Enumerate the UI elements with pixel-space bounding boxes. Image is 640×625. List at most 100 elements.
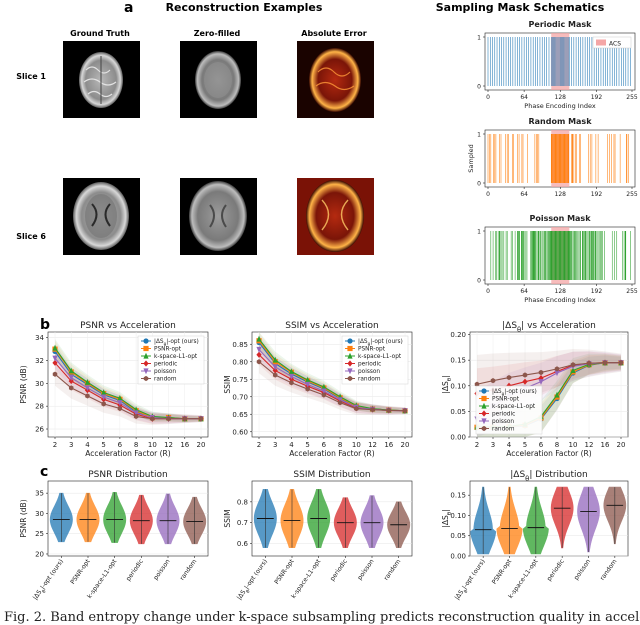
ytick-label: 25 (35, 530, 44, 538)
chart-title: PSNR vs Acceleration (80, 321, 176, 331)
ytick-label: 0.75 (232, 376, 248, 384)
xtick-label: 10 (569, 441, 578, 449)
ytick-label: 30 (35, 510, 44, 518)
legend-box (341, 335, 409, 385)
point-poisson (101, 394, 107, 401)
line-chart-2: SSIM vs Acceleration 0.60 0.65 0.70 0.75 0.80… (223, 321, 413, 458)
chart-title: |ΔSθ| vs Acceleration (502, 321, 596, 334)
mask-xtick-label: 64 (520, 191, 528, 198)
mask-title: Periodic Mask (529, 20, 593, 29)
xtick-label: 20 (617, 441, 626, 449)
legend-label: |ΔSθ|-opt (ours) (154, 339, 199, 348)
col-title-absolute-error: Absolute Error (301, 29, 367, 38)
mask-ytick-label: 1 (477, 229, 481, 236)
xtick-label: 20 (197, 441, 206, 449)
point-random (133, 413, 139, 420)
series-band (259, 344, 405, 415)
xtick-label: |ΔSθ|-opt (ours) (236, 558, 271, 603)
legend-marker (143, 360, 149, 367)
xtick-label: 4 (289, 441, 294, 449)
legend-marker (481, 410, 487, 417)
mask-legend: ACS (592, 36, 632, 49)
xtick-label: 12 (585, 441, 594, 449)
x-axis-label: Acceleration Factor (R) (506, 449, 591, 458)
xtick-label: 3 (273, 441, 277, 449)
legend-label: random (358, 377, 381, 383)
point-random (256, 359, 262, 365)
point-poisson (538, 379, 544, 385)
xtick-label: 10 (352, 441, 361, 449)
legend-label: periodic (492, 412, 515, 418)
point-poisson (68, 375, 74, 381)
point-random (85, 393, 90, 399)
ytick-label: 0.60 (232, 428, 248, 436)
xtick-label: 5 (305, 441, 309, 449)
violin-charts: PSNR Distribution 20 25 30 35 PSNR (dB) |ΔSθ|-… (19, 470, 629, 603)
xtick-label: periodic (546, 558, 566, 583)
point-random (117, 405, 123, 412)
legend-label: PSNR-opt (154, 347, 182, 353)
point-poisson (321, 388, 327, 395)
ytick-label: 34 (35, 334, 44, 342)
point-poisson (305, 381, 311, 388)
point-random (618, 360, 624, 366)
mask-chart-2: Random Mask 0 1 0 64 128 192 255 Sampled (467, 117, 638, 198)
legend-marker (347, 375, 353, 382)
point-random (570, 362, 576, 368)
legend-marker (481, 395, 487, 402)
legend-marker (143, 352, 149, 359)
legend-box (592, 36, 632, 49)
point-periodic (522, 378, 528, 385)
xtick-label: 12 (164, 441, 173, 449)
xtick-label: k-space-L1-opt (290, 558, 322, 600)
point-random (52, 371, 58, 377)
point-periodic (538, 374, 544, 382)
point-random (198, 416, 204, 422)
mask-xtick-label: 192 (591, 288, 603, 295)
mask-xtick-label: 255 (626, 94, 638, 101)
violin-chart-1: PSNR Distribution 20 25 30 35 PSNR (dB) |ΔSθ|-… (19, 470, 209, 603)
violin-chart-3: |ΔSθ| Distribution0.000.050.100.15|ΔSθ||… (441, 470, 629, 603)
legend-marker (481, 388, 487, 394)
point-kspace (288, 368, 295, 375)
plot-frame (469, 480, 629, 557)
xtick-label: 2 (53, 441, 57, 449)
row-label-slice-1: Slice 1 (16, 72, 46, 81)
image-slice1-error (297, 41, 374, 118)
mask-ytick-label: 0 (477, 181, 481, 188)
ytick-label: 0.6 (237, 540, 249, 548)
legend-box (475, 385, 543, 435)
xtick-label: |ΔSθ|-opt (ours) (454, 558, 489, 603)
point-periodic (272, 367, 278, 374)
legend-label: poisson (358, 369, 380, 375)
mask-ytick-label: 1 (477, 132, 481, 139)
image-slice6-zero-filled (180, 178, 257, 255)
point-random (538, 369, 544, 376)
legend-label: periodic (154, 362, 177, 368)
recon-title: Reconstruction Examples (166, 1, 323, 14)
ytick-label: 0.00 (450, 434, 466, 442)
point-random (402, 408, 408, 414)
point-poisson (288, 373, 295, 380)
point-kspace (101, 389, 107, 396)
ytick-label: 0.8 (237, 498, 248, 506)
legend-label: PSNR-opt (358, 347, 386, 353)
series-line-random (476, 362, 621, 385)
xtick-label: 2 (475, 441, 479, 449)
legend-marker (143, 338, 149, 344)
ytick-label: 0.20 (450, 331, 466, 339)
panel-label-b: b (40, 317, 50, 333)
plot-frame (47, 480, 209, 557)
mask-xtick-label: 128 (555, 94, 567, 101)
xtick-label: 10 (148, 441, 157, 449)
xtick-label: 5 (101, 441, 105, 449)
legend-marker (143, 375, 149, 382)
point-random (272, 372, 278, 378)
mask-xtick-label: 255 (626, 191, 638, 198)
ytick-label: 0.85 (232, 341, 248, 349)
point-kspace (321, 383, 327, 390)
